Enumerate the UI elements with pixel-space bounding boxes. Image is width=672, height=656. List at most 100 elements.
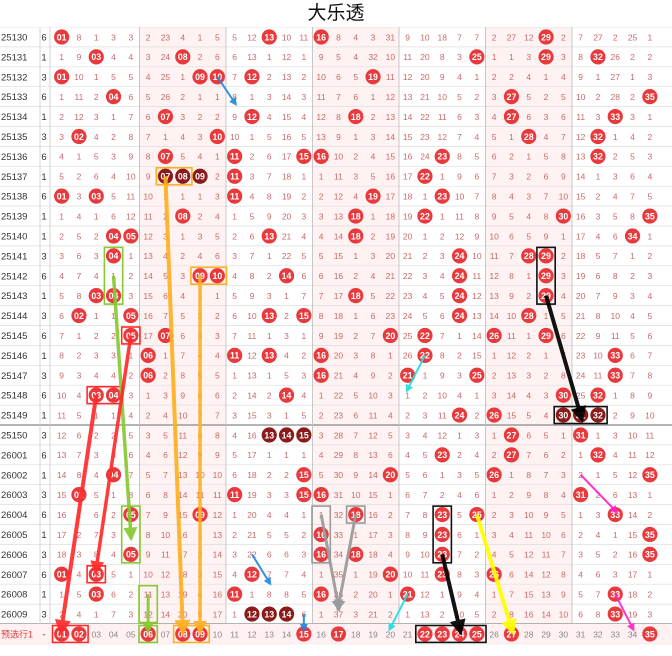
number-ball — [261, 307, 277, 324]
miss-count: 6 — [232, 311, 237, 321]
number-ball — [590, 148, 606, 164]
miss-count: 6 — [440, 311, 445, 321]
miss-count: 16 — [524, 609, 534, 619]
miss-count: 10 — [455, 609, 465, 619]
miss-count: 3 — [423, 410, 428, 420]
miss-count: 13 — [178, 470, 188, 480]
sum-value: 3 — [41, 132, 46, 143]
miss-count: 1 — [94, 410, 99, 420]
miss-count: 18 — [403, 191, 413, 201]
miss-count: 6 — [94, 172, 99, 182]
miss-count: 12 — [126, 211, 136, 221]
sum-value: 6 — [41, 32, 46, 43]
miss-count: 13 — [247, 52, 257, 62]
miss-count: 13 — [57, 450, 67, 460]
miss-count: 9 — [561, 589, 566, 599]
miss-count: 5 — [284, 530, 289, 540]
miss-count: 24 — [403, 311, 413, 321]
miss-count: 4 — [474, 450, 479, 460]
miss-count: 15 — [247, 410, 257, 420]
miss-count: 1 — [163, 351, 168, 361]
table-row: 2513860130351110111311481922124191718123… — [1, 188, 652, 204]
miss-count: 2 — [526, 291, 531, 301]
ball-number: 24 — [455, 271, 465, 281]
miss-count: 25 — [628, 32, 638, 42]
miss-count: 3 — [163, 390, 168, 400]
ball-number: 08 — [178, 172, 188, 182]
miss-count: 8 — [423, 510, 428, 520]
miss-count: 12 — [576, 132, 586, 142]
miss-count: 6 — [526, 430, 531, 440]
miss-count: 3 — [267, 410, 272, 420]
miss-count: 6 — [371, 311, 376, 321]
miss-count: 12 — [334, 191, 344, 201]
miss-count: 4 — [371, 271, 376, 281]
miss-count: 11 — [403, 52, 412, 62]
ball-number: 27 — [507, 112, 517, 122]
miss-count: 3 — [94, 112, 99, 122]
miss-count: 1 — [250, 589, 255, 599]
ball-number: 32 — [593, 132, 603, 142]
prediction-number: 29 — [541, 629, 551, 639]
miss-count: 10 — [316, 72, 326, 82]
miss-count: 16 — [213, 589, 223, 599]
ball-number: 23 — [437, 152, 447, 162]
miss-count: 4 — [128, 410, 133, 420]
miss-count: 1 — [215, 291, 220, 301]
number-ball — [348, 208, 364, 224]
miss-count: 5 — [319, 251, 324, 261]
miss-count: 4 — [111, 52, 116, 62]
miss-count: 6 — [163, 291, 168, 301]
ball-number: 19 — [368, 72, 378, 82]
miss-count: 4 — [59, 271, 64, 281]
number-ball — [105, 248, 122, 264]
miss-count: 15 — [507, 410, 517, 420]
ball-number: 16 — [316, 530, 326, 540]
ball-number: 33 — [610, 371, 620, 381]
miss-count: 7 — [77, 271, 82, 281]
miss-count: 8 — [319, 311, 324, 321]
number-ball — [417, 168, 433, 184]
miss-count: 4 — [301, 570, 306, 580]
miss-count: 7 — [267, 570, 272, 580]
miss-count: 1 — [492, 351, 497, 361]
ball-number: 03 — [91, 52, 101, 62]
miss-count: 2 — [111, 510, 116, 520]
miss-count: 10 — [541, 530, 551, 540]
miss-count: 1 — [647, 490, 652, 500]
ball-number: 10 — [212, 132, 222, 142]
miss-count: 4 — [301, 112, 306, 122]
miss-count: 8 — [77, 291, 82, 301]
miss-count: 14 — [178, 490, 188, 500]
period-label: 25149 — [1, 411, 27, 422]
miss-count: 9 — [509, 291, 514, 301]
miss-count: 6 — [613, 231, 618, 241]
miss-count: 19 — [282, 191, 292, 201]
miss-count: 8 — [215, 430, 220, 440]
miss-count: 4 — [405, 450, 410, 460]
miss-count: 1 — [232, 371, 237, 381]
miss-count: 1 — [457, 331, 462, 341]
sum-value: 3 — [41, 311, 46, 322]
ball-number: 02 — [74, 132, 84, 142]
miss-count: 5 — [267, 530, 272, 540]
miss-count: 5 — [163, 271, 168, 281]
miss-count: 6 — [77, 430, 82, 440]
number-ball — [244, 566, 260, 582]
miss-count: 3 — [284, 490, 289, 500]
miss-count: 6 — [94, 510, 99, 520]
miss-count: 24 — [420, 152, 430, 162]
miss-count: 9 — [596, 331, 601, 341]
number-ball — [296, 148, 312, 164]
miss-count: 2 — [630, 52, 635, 62]
ball-number: 23 — [437, 450, 447, 460]
prediction-number: 09 — [195, 629, 205, 639]
miss-count: 2 — [526, 351, 531, 361]
prediction-number: 28 — [524, 629, 534, 639]
miss-count: 5 — [613, 470, 618, 480]
miss-count: 12 — [420, 589, 430, 599]
prediction-ball — [434, 626, 450, 642]
miss-count: 4 — [319, 450, 324, 460]
miss-count: 1 — [596, 172, 601, 182]
miss-count: 7 — [526, 450, 531, 460]
